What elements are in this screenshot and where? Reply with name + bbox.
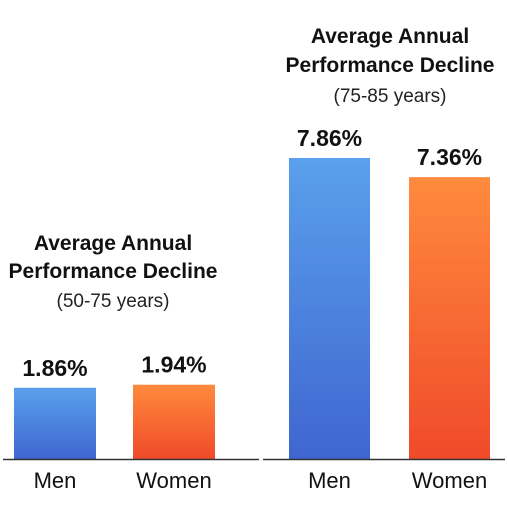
value-label-men-right: 7.86% <box>297 125 362 151</box>
value-label-women-right: 7.36% <box>417 144 482 170</box>
category-label-men-left: Men <box>34 468 77 493</box>
chart-title-right-line-1: Average Annual <box>311 25 469 48</box>
chart-subtitle-right: (75-85 years) <box>334 86 447 107</box>
chart-subtitle-left: (50-75 years) <box>57 291 170 312</box>
value-label-men-left: 1.86% <box>22 355 87 381</box>
chart-title-left-line-1: Average Annual <box>34 232 192 255</box>
chart-right: Average Annual Performance Decline (75-85 … <box>263 25 505 493</box>
category-label-women-left: Women <box>136 468 211 493</box>
chart-title-left-line-2: Performance Decline <box>9 260 218 283</box>
bar-women-right <box>409 177 490 459</box>
category-label-men-right: Men <box>308 468 351 493</box>
bar-men-left <box>14 387 96 459</box>
chart-left: Average Annual Performance Decline (50-75 … <box>3 232 259 493</box>
category-label-women-right: Women <box>412 468 487 493</box>
value-label-women-left: 1.94% <box>141 352 206 378</box>
chart-title-right-line-2: Performance Decline <box>286 54 495 77</box>
bar-women-left <box>133 384 215 459</box>
bar-men-right <box>289 158 370 459</box>
